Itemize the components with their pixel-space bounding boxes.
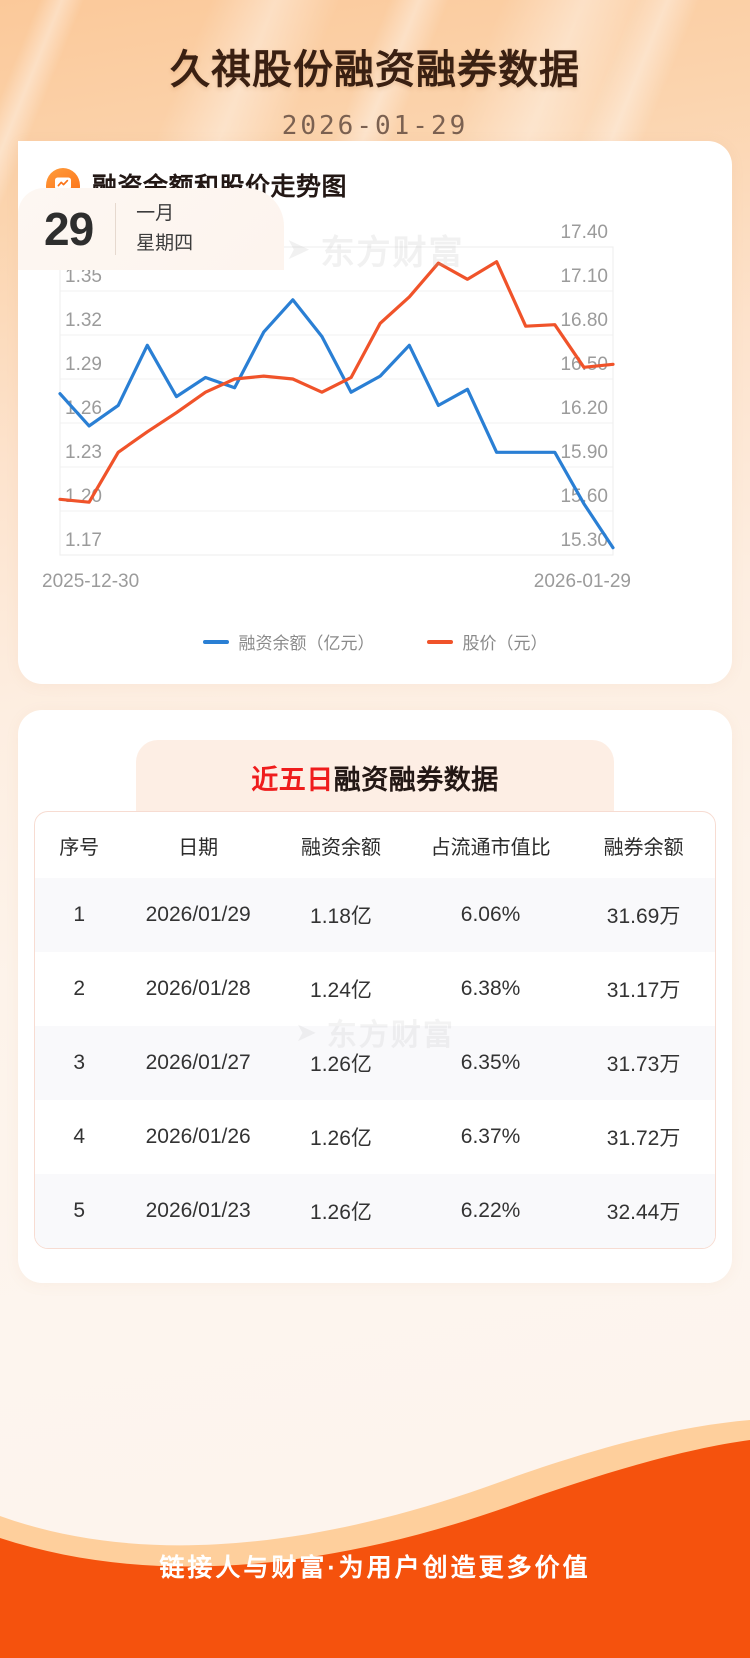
svg-text:16.80: 16.80 — [560, 310, 608, 331]
table-row: 4 2026/01/26 1.26亿 6.37% 31.72万 — [35, 1100, 715, 1174]
trend-line-chart: 1.3817.401.3517.101.3216.801.2916.501.26… — [42, 223, 631, 592]
col-header-financing: 融资余额 — [300, 836, 381, 859]
date-divider — [115, 203, 117, 255]
svg-text:1.35: 1.35 — [65, 266, 102, 287]
date-month: 一月 — [136, 203, 175, 225]
svg-text:15.90: 15.90 — [560, 442, 608, 463]
cell-index: 4 — [73, 1125, 86, 1148]
margin-trading-table: 序号 日期 融资余额 占流通市值比 融券余额 1 2026/01/29 1.18亿 6… — [35, 812, 715, 1248]
cell-financing: 1.18亿 — [310, 905, 372, 928]
legend-label-financing: 融资余额（亿元） — [238, 634, 375, 653]
table-title: 近五日融资融券数据 — [136, 740, 614, 813]
page-header: 久祺股份融资融券数据 2026-01-29 — [0, 0, 750, 141]
svg-text:15.30: 15.30 — [560, 530, 608, 551]
cell-index: 5 — [73, 1199, 86, 1222]
legend-label-price: 股价（元） — [462, 634, 548, 653]
date-text-group: 一月 星期四 — [136, 201, 193, 256]
cell-index: 1 — [73, 903, 86, 926]
cell-financing: 1.26亿 — [310, 1127, 372, 1150]
footer-slogan: 链接人与财富·为用户创造更多价值 — [159, 1554, 591, 1582]
chart-legend: 融资余额（亿元） 股价（元） — [18, 629, 732, 654]
cell-securities: 31.17万 — [606, 979, 681, 1002]
chart-plot-area: ➤ 东方财富 1.3817.401.3517.101.3216.801.2916… — [18, 223, 732, 623]
table-body: 1 2026/01/29 1.18亿 6.06% 31.69万 2 2026/01/28 1.… — [35, 878, 715, 1248]
date-day: 29 — [44, 203, 94, 255]
cell-securities: 31.73万 — [606, 1053, 681, 1076]
page-date-subtitle: 2026-01-29 — [281, 111, 469, 141]
footer-wave — [0, 1420, 750, 1658]
table-header-row: 序号 日期 融资余额 占流通市值比 融券余额 — [35, 812, 715, 878]
cell-securities: 31.69万 — [606, 905, 681, 928]
date-card: 29 一月 星期四 — [18, 188, 284, 270]
table-row: 3 2026/01/27 1.26亿 6.35% 31.73万 — [35, 1026, 715, 1100]
cell-date: 2026/01/28 — [145, 977, 251, 1000]
cell-ratio: 6.37% — [460, 1125, 521, 1148]
table-title-highlight: 近五日 — [251, 765, 334, 795]
svg-text:2026-01-29: 2026-01-29 — [534, 571, 631, 592]
cell-ratio: 6.06% — [460, 903, 521, 926]
legend-swatch-blue — [202, 639, 229, 644]
cell-ratio: 6.22% — [460, 1199, 521, 1222]
cell-date: 2026/01/26 — [145, 1125, 251, 1148]
svg-text:1.26: 1.26 — [65, 398, 102, 419]
cell-securities: 31.72万 — [606, 1127, 681, 1150]
table-row: 5 2026/01/23 1.26亿 6.22% 32.44万 — [35, 1174, 715, 1248]
cell-date: 2026/01/23 — [145, 1199, 251, 1222]
cell-securities: 32.44万 — [606, 1201, 681, 1224]
cell-financing: 1.26亿 — [310, 1053, 372, 1076]
cell-financing: 1.26亿 — [310, 1201, 372, 1224]
cell-ratio: 6.38% — [460, 977, 521, 1000]
col-header-securities: 融券余额 — [603, 836, 684, 859]
table-row: 1 2026/01/29 1.18亿 6.06% 31.69万 — [35, 878, 715, 952]
svg-text:1.32: 1.32 — [65, 310, 102, 331]
col-header-date: 日期 — [178, 836, 219, 859]
svg-text:17.40: 17.40 — [560, 223, 608, 243]
cell-date: 2026/01/29 — [145, 903, 251, 926]
cell-date: 2026/01/27 — [145, 1051, 251, 1074]
date-weekday: 星期四 — [136, 233, 194, 254]
legend-swatch-orange — [426, 639, 453, 644]
col-header-ratio: 占流通市值比 — [430, 836, 551, 859]
svg-text:15.60: 15.60 — [560, 486, 608, 507]
page-title: 久祺股份融资融券数据 — [170, 48, 580, 92]
svg-text:17.10: 17.10 — [560, 266, 608, 287]
page-footer: 链接人与财富·为用户创造更多价值 — [0, 1420, 750, 1658]
legend-item-financing: 融资余额（亿元） — [202, 629, 375, 654]
svg-text:1.23: 1.23 — [65, 442, 102, 463]
svg-text:2025-12-30: 2025-12-30 — [42, 571, 139, 592]
cell-index: 2 — [73, 977, 86, 1000]
table-container: 序号 日期 融资余额 占流通市值比 融券余额 1 2026/01/29 1.18亿 6… — [34, 811, 716, 1249]
table-card: 近五日融资融券数据 ➤ 东方财富 序号 日期 融资余额 占流通市值比 融券余额 … — [18, 710, 732, 1283]
cell-financing: 1.24亿 — [310, 979, 372, 1002]
legend-item-price: 股价（元） — [426, 629, 548, 654]
table-head: 序号 日期 融资余额 占流通市值比 融券余额 — [35, 812, 715, 878]
cell-ratio: 6.35% — [460, 1051, 521, 1074]
svg-text:16.20: 16.20 — [560, 398, 608, 419]
svg-text:16.50: 16.50 — [560, 354, 608, 375]
table-title-rest: 融资融券数据 — [333, 765, 499, 795]
svg-text:1.29: 1.29 — [65, 354, 102, 375]
table-row: 2 2026/01/28 1.24亿 6.38% 31.17万 — [35, 952, 715, 1026]
svg-text:1.17: 1.17 — [65, 530, 102, 551]
cell-index: 3 — [73, 1051, 86, 1074]
col-header-index: 序号 — [59, 836, 100, 859]
